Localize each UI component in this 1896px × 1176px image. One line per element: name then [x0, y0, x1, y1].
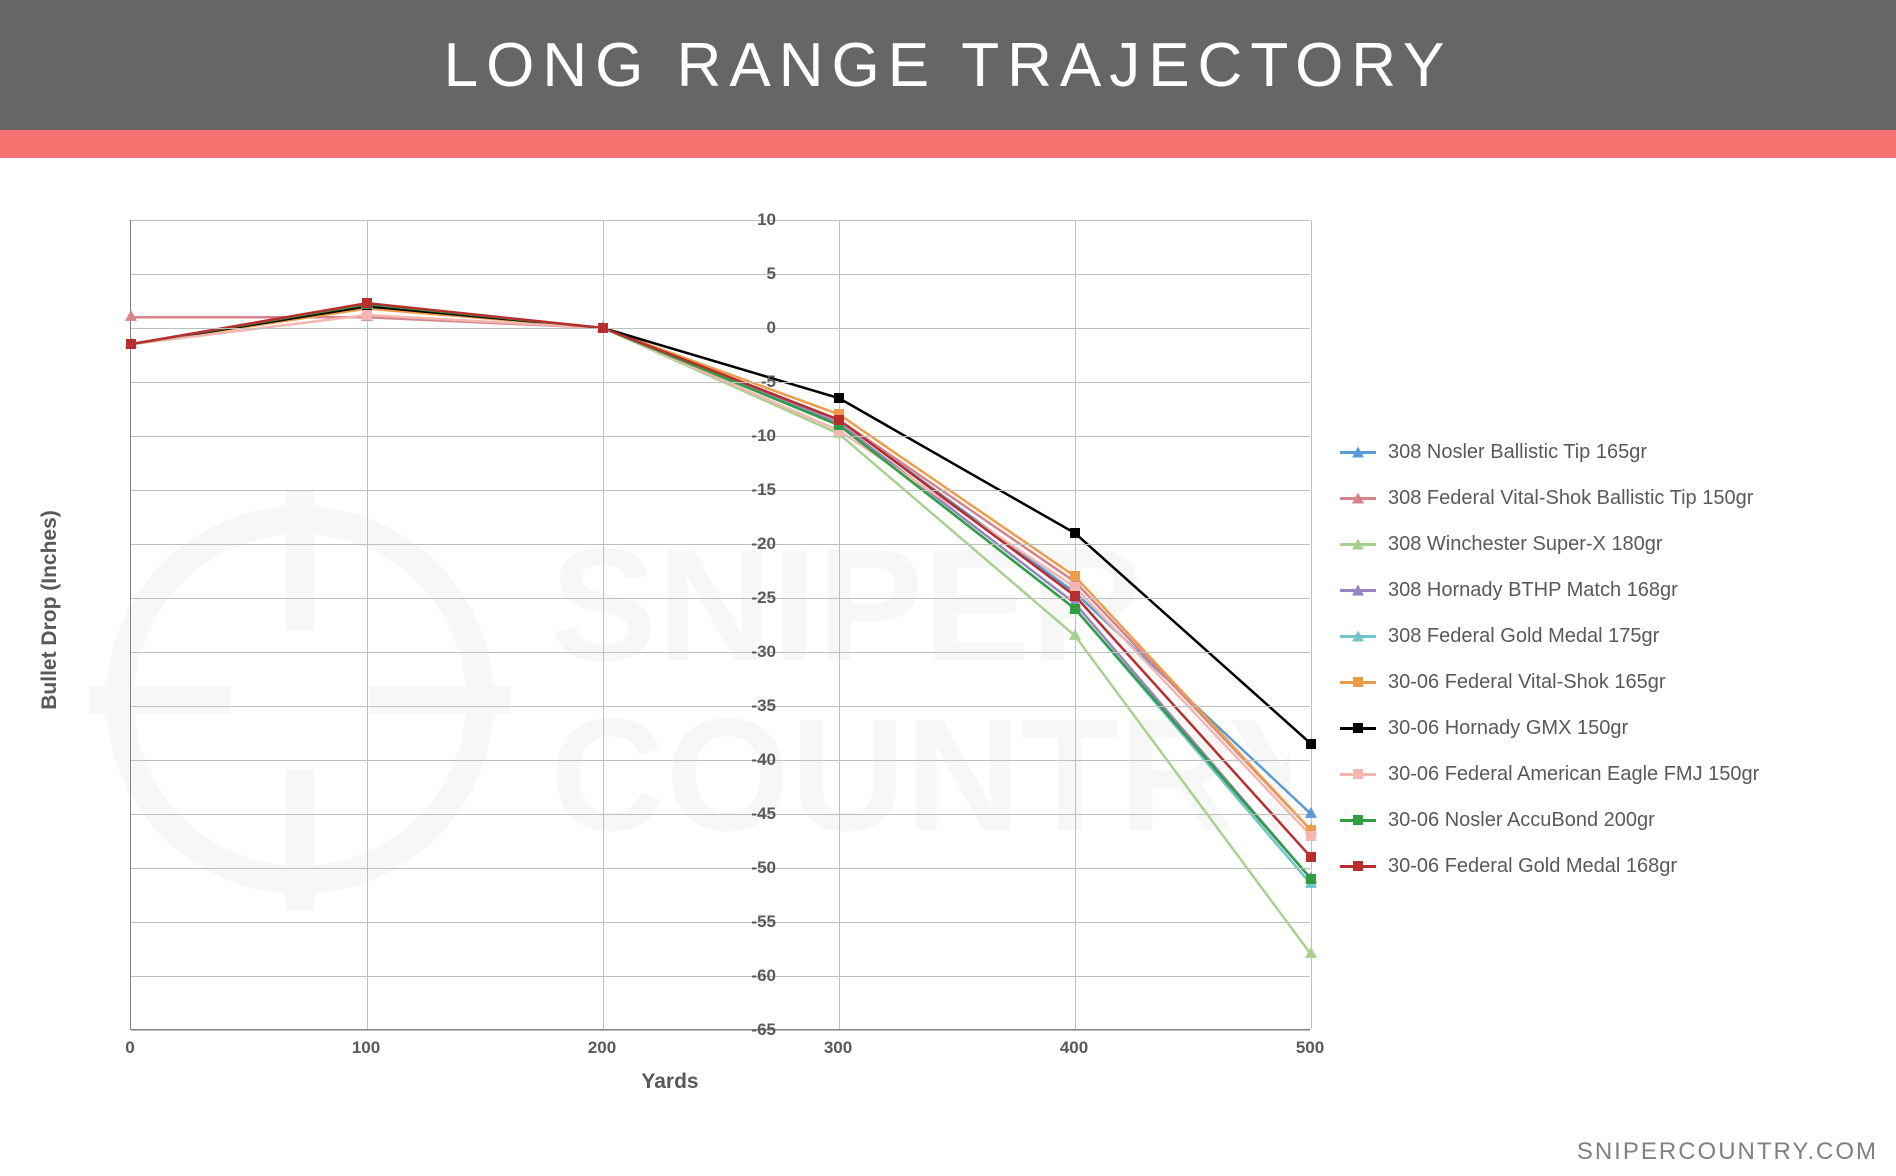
- ytick-label: -25: [716, 588, 776, 608]
- ytick-label: -40: [716, 750, 776, 770]
- data-marker: [1306, 874, 1316, 884]
- gridline-v: [367, 220, 368, 1029]
- ytick-label: -45: [716, 804, 776, 824]
- ytick-label: -35: [716, 696, 776, 716]
- ytick-label: 0: [716, 318, 776, 338]
- data-marker: [1305, 807, 1317, 818]
- legend-swatch: [1340, 589, 1376, 592]
- legend-swatch: [1340, 681, 1376, 684]
- legend-marker: [1353, 723, 1363, 733]
- legend: 308 Nosler Ballistic Tip 165gr 308 Federa…: [1340, 440, 1880, 900]
- legend-marker: [1353, 815, 1363, 825]
- data-marker: [1070, 604, 1080, 614]
- xtick-label: 200: [572, 1038, 632, 1058]
- legend-marker: [1353, 677, 1363, 687]
- gridline-v: [839, 220, 840, 1029]
- data-marker: [1069, 629, 1081, 640]
- data-marker: [598, 323, 608, 333]
- legend-label: 308 Federal Vital-Shok Ballistic Tip 150…: [1388, 487, 1753, 510]
- ytick-label: -5: [716, 372, 776, 392]
- title-bar: LONG RANGE TRAJECTORY: [0, 0, 1896, 130]
- gridline-v: [1075, 220, 1076, 1029]
- legend-item: 308 Winchester Super-X 180gr: [1340, 532, 1880, 556]
- xtick-label: 300: [808, 1038, 868, 1058]
- ytick-label: -30: [716, 642, 776, 662]
- page-title: LONG RANGE TRAJECTORY: [444, 30, 1453, 101]
- data-marker: [125, 310, 137, 321]
- data-marker: [362, 298, 372, 308]
- data-marker: [1070, 591, 1080, 601]
- legend-swatch: [1340, 727, 1376, 730]
- xtick-label: 500: [1280, 1038, 1340, 1058]
- series-line: [131, 304, 1311, 954]
- data-marker: [834, 393, 844, 403]
- legend-swatch: [1340, 819, 1376, 822]
- legend-label: 30-06 Federal Gold Medal 168gr: [1388, 855, 1677, 878]
- legend-item: 308 Nosler Ballistic Tip 165gr: [1340, 440, 1880, 464]
- legend-marker: [1353, 861, 1363, 871]
- y-axis-label: Bullet Drop (Inches): [38, 510, 62, 710]
- legend-label: 308 Nosler Ballistic Tip 165gr: [1388, 441, 1647, 464]
- legend-swatch: [1340, 865, 1376, 868]
- legend-label: 30-06 Federal Vital-Shok 165gr: [1388, 671, 1666, 694]
- legend-swatch: [1340, 497, 1376, 500]
- xtick-label: 0: [100, 1038, 160, 1058]
- legend-swatch: [1340, 543, 1376, 546]
- footer-attribution: SNIPERCOUNTRY.COM: [1577, 1138, 1878, 1166]
- data-marker: [1306, 739, 1316, 749]
- xtick-label: 100: [336, 1038, 396, 1058]
- legend-item: 30-06 Federal American Eagle FMJ 150gr: [1340, 762, 1880, 786]
- legend-item: 308 Federal Vital-Shok Ballistic Tip 150…: [1340, 486, 1880, 510]
- data-marker: [1306, 831, 1316, 841]
- gridline-v: [1311, 220, 1312, 1029]
- ytick-label: -65: [716, 1020, 776, 1040]
- ytick-label: -15: [716, 480, 776, 500]
- legend-marker: [1352, 631, 1364, 642]
- legend-label: 308 Winchester Super-X 180gr: [1388, 533, 1663, 556]
- legend-marker: [1353, 769, 1363, 779]
- legend-label: 30-06 Hornady GMX 150gr: [1388, 717, 1628, 740]
- legend-item: 30-06 Hornady GMX 150gr: [1340, 716, 1880, 740]
- accent-bar: [0, 130, 1896, 158]
- legend-label: 308 Hornady BTHP Match 168gr: [1388, 579, 1678, 602]
- ytick-label: -10: [716, 426, 776, 446]
- legend-label: 30-06 Nosler AccuBond 200gr: [1388, 809, 1655, 832]
- data-marker: [1305, 947, 1317, 958]
- plot-region: [130, 220, 1310, 1030]
- xtick-label: 400: [1044, 1038, 1104, 1058]
- x-axis-label: Yards: [641, 1070, 698, 1094]
- data-marker: [834, 415, 844, 425]
- legend-label: 30-06 Federal American Eagle FMJ 150gr: [1388, 763, 1759, 786]
- legend-marker: [1352, 447, 1364, 458]
- ytick-label: 10: [716, 210, 776, 230]
- legend-item: 30-06 Federal Vital-Shok 165gr: [1340, 670, 1880, 694]
- data-marker: [1070, 528, 1080, 538]
- legend-swatch: [1340, 773, 1376, 776]
- legend-marker: [1352, 539, 1364, 550]
- ytick-label: -60: [716, 966, 776, 986]
- ytick-label: -20: [716, 534, 776, 554]
- legend-label: 308 Federal Gold Medal 175gr: [1388, 625, 1659, 648]
- data-marker: [1070, 571, 1080, 581]
- legend-marker: [1352, 585, 1364, 596]
- data-marker: [362, 310, 372, 320]
- data-marker: [1306, 852, 1316, 862]
- legend-item: 308 Hornady BTHP Match 168gr: [1340, 578, 1880, 602]
- ytick-label: 5: [716, 264, 776, 284]
- legend-item: 308 Federal Gold Medal 175gr: [1340, 624, 1880, 648]
- data-marker: [126, 339, 136, 349]
- legend-item: 30-06 Federal Gold Medal 168gr: [1340, 854, 1880, 878]
- legend-marker: [1352, 493, 1364, 504]
- chart-container: LONG RANGE TRAJECTORY SNIPER COUNTRY Bul…: [0, 0, 1896, 1176]
- gridline-v: [603, 220, 604, 1029]
- ytick-label: -50: [716, 858, 776, 878]
- chart-area: SNIPER COUNTRY Bullet Drop (Inches) Yard…: [30, 180, 1866, 1120]
- ytick-label: -55: [716, 912, 776, 932]
- legend-swatch: [1340, 451, 1376, 454]
- series-lines: [131, 220, 1311, 1030]
- legend-swatch: [1340, 635, 1376, 638]
- legend-item: 30-06 Nosler AccuBond 200gr: [1340, 808, 1880, 832]
